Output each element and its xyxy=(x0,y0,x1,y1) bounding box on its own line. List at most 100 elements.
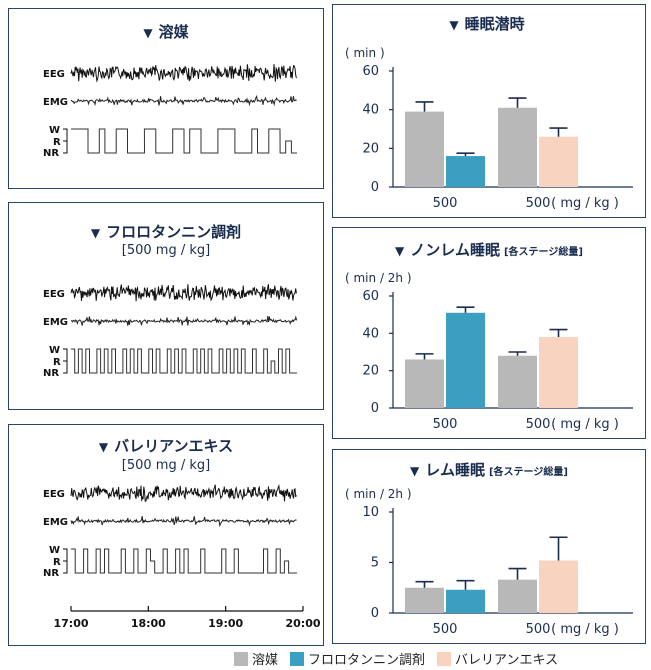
x-unit-label: ( mg / kg ) xyxy=(551,196,619,211)
legend-swatch xyxy=(437,651,452,666)
trace-subtitle: [500 mg / kg] xyxy=(121,243,211,258)
stage-w-label: W xyxy=(49,125,60,136)
chart-title: ノンレム睡眠 xyxy=(410,241,500,259)
triangle-down-icon: ▼ xyxy=(143,26,153,40)
stage-bracket xyxy=(63,128,68,154)
bar xyxy=(539,337,578,408)
x-unit-label: ( mg / kg ) xyxy=(551,622,619,637)
bar xyxy=(498,107,537,187)
eeg-trace xyxy=(70,64,297,83)
y-tick-label: 0 xyxy=(371,606,379,621)
eeg-label: EEG xyxy=(43,69,65,80)
trace-title: 溶媒 xyxy=(158,23,189,41)
time-tick-label: 17:00 xyxy=(53,617,88,630)
y-tick-label: 60 xyxy=(362,289,379,304)
y-tick-label: 40 xyxy=(362,103,379,118)
bar xyxy=(405,111,444,187)
eeg-label: EEG xyxy=(43,289,65,300)
y-axis-label: ( min / 2h ) xyxy=(345,487,412,501)
x-tick-label: 500 xyxy=(433,196,458,211)
hypnogram-trace xyxy=(71,128,297,154)
bar xyxy=(446,312,485,408)
legend-swatch xyxy=(290,651,305,666)
hypnogram-trace xyxy=(71,348,297,374)
trace-title: フロロタンニン調剤 xyxy=(106,223,242,241)
bar xyxy=(446,156,485,187)
y-tick-label: 20 xyxy=(362,364,379,379)
x-unit-label: ( mg / kg ) xyxy=(551,417,619,432)
bar xyxy=(405,359,444,408)
stage-r-label: R xyxy=(53,357,61,368)
y-tick-label: 0 xyxy=(371,401,379,416)
legend-item: バレリアンエキス xyxy=(437,649,558,668)
stage-bracket xyxy=(63,548,68,574)
trace-panel-vehicle: ▼ 溶媒 EEG EMG W R NR xyxy=(8,8,324,189)
chart-title: 睡眠潜時 xyxy=(464,15,525,33)
trace-title: バレリアンエキス xyxy=(114,437,234,455)
bar xyxy=(498,579,537,613)
eeg-trace xyxy=(70,484,297,502)
y-tick-label: 10 xyxy=(362,505,379,520)
y-tick-label: 60 xyxy=(362,64,379,79)
triangle-down-icon: ▼ xyxy=(449,18,459,32)
stage-r-label: R xyxy=(53,137,61,148)
bar xyxy=(539,136,578,187)
triangle-down-icon: ▼ xyxy=(90,226,101,240)
emg-label: EMG xyxy=(43,517,68,528)
chart-panel-latency: ▼ 睡眠潜時 ( min ) 0 20 40 60 500 500( mg / kg ) xyxy=(332,4,646,218)
eeg-trace xyxy=(70,284,297,302)
bar xyxy=(539,560,578,613)
y-tick-label: 40 xyxy=(362,326,379,341)
y-tick-label: 0 xyxy=(371,180,379,195)
bar xyxy=(446,589,485,613)
stage-r-label: R xyxy=(53,557,61,568)
y-axis-label: ( min / 2h ) xyxy=(345,271,412,285)
stage-w-label: W xyxy=(49,345,60,356)
chart-title: レム睡眠 xyxy=(425,461,485,479)
triangle-down-icon: ▼ xyxy=(395,244,405,258)
legend-swatch xyxy=(234,651,248,666)
x-tick-label: 500 xyxy=(526,417,551,432)
trace-panel-phlorotannin: ▼ フロロタンニン調剤 [500 mg / kg] EEG EMG W R NR xyxy=(8,202,324,410)
stage-nr-label: NR xyxy=(43,368,59,379)
stage-nr-label: NR xyxy=(43,568,59,579)
stage-w-label: W xyxy=(49,545,60,556)
trace-panel-valerian: ▼ バレリアンエキス [500 mg / kg] EEG EMG W R NR 17:00 1… xyxy=(8,424,324,646)
time-tick-label: 19:00 xyxy=(208,617,243,630)
emg-trace xyxy=(70,315,298,327)
legend-item: 溶媒 xyxy=(234,649,278,668)
emg-trace xyxy=(70,516,297,528)
y-tick-label: 20 xyxy=(362,141,379,156)
chart-panel-rem: ▼ レム睡眠 [各ステージ総量] ( min / 2h ) 0 5 10 500 500( m… xyxy=(332,449,646,644)
legend: 溶媒 フロロタンニン調剤 バレリアンエキス xyxy=(234,649,570,668)
chart-panel-nonrem: ▼ ノンレム睡眠 [各ステージ総量] ( min / 2h ) 0 20 40 60 500 5… xyxy=(332,227,646,439)
time-tick-label: 20:00 xyxy=(285,617,320,630)
time-tick-label: 18:00 xyxy=(131,617,166,630)
y-axis-label: ( min ) xyxy=(345,46,385,60)
x-tick-label: 500 xyxy=(526,622,551,637)
emg-trace xyxy=(70,94,297,107)
y-tick-label: 5 xyxy=(371,556,379,571)
triangle-down-icon: ▼ xyxy=(410,464,420,478)
eeg-label: EEG xyxy=(43,489,65,500)
x-tick-label: 500 xyxy=(526,196,551,211)
legend-item: フロロタンニン調剤 xyxy=(290,649,425,668)
triangle-down-icon: ▼ xyxy=(98,440,109,454)
chart-title-suffix: [各ステージ総量] xyxy=(503,247,583,258)
bar xyxy=(498,355,537,408)
x-tick-label: 500 xyxy=(433,622,458,637)
chart-title-suffix: [各ステージ総量] xyxy=(488,467,568,478)
x-tick-label: 500 xyxy=(433,417,458,432)
stage-bracket xyxy=(63,348,68,374)
stage-nr-label: NR xyxy=(43,148,59,159)
trace-subtitle: [500 mg / kg] xyxy=(121,458,211,473)
bar xyxy=(405,587,444,613)
hypnogram-trace xyxy=(71,548,297,574)
emg-label: EMG xyxy=(43,97,68,108)
